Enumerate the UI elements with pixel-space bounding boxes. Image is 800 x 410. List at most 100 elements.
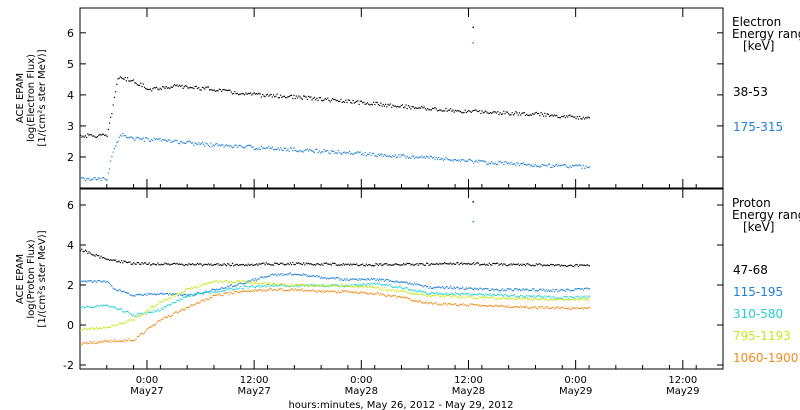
data-point: [225, 89, 228, 91]
data-point: [582, 116, 584, 118]
data-point: [277, 284, 279, 287]
data-point: [392, 288, 394, 290]
data-point: [283, 147, 285, 149]
data-point: [278, 283, 281, 285]
data-point: [133, 295, 135, 297]
data-point: [399, 264, 401, 266]
data-point: [491, 112, 493, 114]
data-point: [556, 299, 558, 301]
data-point: [505, 289, 507, 291]
data-point: [84, 280, 86, 282]
data-point: [225, 265, 228, 267]
data-point: [418, 156, 420, 158]
data-point: [505, 295, 507, 297]
data-point: [369, 152, 371, 154]
data-point: [438, 303, 440, 305]
data-point: [297, 289, 299, 291]
data-point: [317, 290, 319, 292]
data-point: [418, 292, 420, 294]
data-point: [471, 110, 473, 112]
data-point: [265, 94, 267, 96]
data-point: [405, 263, 407, 265]
data-point: [147, 311, 149, 313]
data-point: [476, 288, 478, 290]
data-point: [571, 265, 574, 267]
data-point: [178, 300, 181, 302]
data-point: [492, 288, 494, 290]
data-point: [494, 294, 496, 297]
data-point: [530, 289, 533, 291]
data-point: [225, 288, 228, 290]
data-point: [107, 172, 109, 174]
data-point: [101, 327, 103, 329]
data-point: [154, 87, 156, 89]
data-point: [304, 284, 306, 286]
data-point: [503, 295, 505, 297]
data-point: [164, 139, 166, 141]
data-point: [146, 309, 148, 311]
data-point: [262, 290, 264, 292]
data-point: [587, 307, 589, 309]
data-point: [393, 286, 395, 288]
data-point: [130, 340, 132, 342]
data-point: [373, 286, 375, 289]
data-point: [527, 296, 529, 298]
data-point: [582, 308, 584, 310]
data-point: [474, 160, 476, 163]
data-point: [135, 317, 137, 319]
data-point: [200, 89, 202, 91]
data-point: [116, 325, 118, 327]
data-point: [237, 264, 240, 267]
data-point: [159, 292, 161, 294]
data-point: [115, 145, 117, 147]
data-point: [356, 263, 358, 265]
data-point: [224, 292, 226, 294]
data-point: [193, 294, 195, 296]
data-point: [210, 292, 212, 294]
data-point: [557, 116, 559, 118]
data-point: [172, 313, 174, 315]
data-point: [541, 163, 543, 165]
electron-plot-frame: [79, 7, 724, 189]
data-point: [110, 259, 112, 261]
data-point: [579, 264, 581, 266]
data-point: [417, 157, 419, 159]
data-point: [504, 306, 506, 308]
data-point: [558, 298, 560, 300]
data-point: [259, 282, 261, 284]
data-point: [280, 262, 282, 264]
data-point: [182, 142, 184, 144]
data-point: [139, 315, 141, 317]
data-point: [195, 263, 197, 266]
data-point: [544, 164, 546, 166]
data-point: [428, 293, 430, 295]
data-point: [452, 109, 454, 111]
data-point: [488, 262, 490, 264]
data-point: [403, 154, 405, 156]
data-point: [222, 144, 224, 146]
data-point: [555, 115, 557, 117]
data-point: [203, 143, 205, 145]
data-point: [557, 165, 559, 167]
data-point: [229, 291, 231, 293]
data-point: [211, 288, 213, 290]
data-point: [224, 89, 226, 91]
data-point: [247, 263, 249, 265]
data-point: [520, 294, 522, 296]
data-point: [211, 282, 213, 284]
data-point: [348, 264, 351, 266]
data-point: [345, 279, 347, 281]
data-point: [288, 284, 290, 286]
data-point: [271, 289, 273, 292]
data-point: [354, 101, 357, 103]
data-point: [421, 105, 423, 108]
data-point: [327, 97, 329, 99]
data-point: [224, 287, 226, 289]
data-point: [135, 294, 137, 296]
data-point: [510, 161, 512, 163]
data-point: [196, 292, 199, 294]
data-point: [163, 293, 165, 295]
data-point: [411, 106, 413, 108]
data-point: [451, 293, 453, 295]
